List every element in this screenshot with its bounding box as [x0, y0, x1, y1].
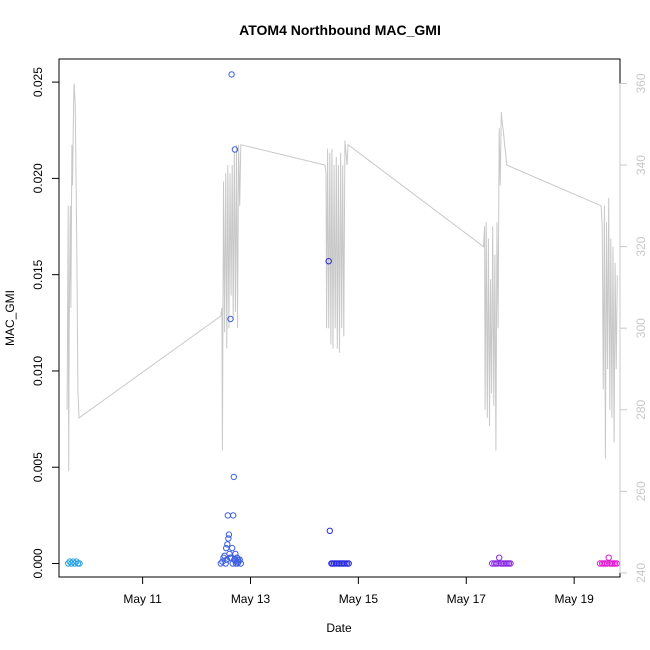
y2-tick-label: 300 — [634, 318, 648, 338]
data-point — [222, 560, 229, 567]
secondary-series-line — [66, 83, 618, 472]
y-tick-label: 0.015 — [31, 259, 45, 289]
y2-tick-label: 320 — [634, 236, 648, 256]
data-point — [507, 560, 514, 567]
data-point — [228, 71, 235, 78]
y2-tick-label: 280 — [634, 399, 648, 419]
data-point — [237, 560, 245, 567]
data-point — [224, 541, 231, 548]
data-point — [326, 527, 333, 534]
y-axis-left: 0.000 0.005 0.010 0.015 0.020 0.025 — [31, 67, 60, 579]
data-point — [225, 531, 233, 538]
scatter-points-layer — [65, 71, 620, 567]
y2-tick-label: 360 — [634, 73, 648, 93]
y-tick-label: 0.005 — [31, 452, 45, 482]
data-point — [230, 473, 238, 481]
x-tick-label: May 11 — [123, 592, 162, 606]
y-axis-label: MAC_GMI — [3, 290, 17, 346]
x-axis: May 11 May 13 May 15 May 17 May 19 — [123, 576, 594, 606]
data-point — [232, 550, 239, 558]
data-point — [496, 554, 503, 561]
y-tick-label: 0.010 — [31, 356, 45, 386]
data-point — [227, 315, 234, 323]
data-point — [217, 560, 225, 567]
data-point — [229, 560, 236, 567]
x-tick-label: May 15 — [339, 592, 379, 606]
data-point — [603, 560, 611, 567]
data-point — [325, 258, 332, 265]
data-point — [345, 560, 352, 567]
x-tick-label: May 13 — [231, 592, 271, 606]
data-point — [224, 512, 232, 519]
x-tick-label: May 19 — [554, 592, 594, 606]
y-axis-right: 240 260 280 300 320 340 360 — [619, 73, 648, 583]
data-point — [231, 146, 239, 153]
y2-tick-label: 240 — [634, 563, 648, 583]
chart-title: ATOM4 Northbound MAC_GMI — [239, 22, 441, 38]
secondary-line-layer — [66, 83, 618, 472]
data-point — [236, 556, 243, 563]
x-tick-label: May 17 — [447, 592, 487, 606]
data-point — [229, 544, 236, 552]
y-tick-label: 0.020 — [31, 163, 45, 193]
data-point — [76, 560, 83, 567]
y2-tick-label: 260 — [634, 481, 648, 501]
data-point — [494, 560, 501, 567]
data-point — [223, 544, 230, 552]
data-point — [225, 535, 232, 542]
data-point — [73, 558, 80, 565]
data-point — [71, 560, 78, 567]
y-tick-label: 0.000 — [31, 548, 45, 578]
data-point — [605, 554, 612, 561]
y2-tick-label: 340 — [634, 155, 648, 175]
y-tick-label: 0.025 — [31, 67, 45, 97]
x-axis-label: Date — [326, 621, 352, 635]
data-point — [230, 512, 237, 519]
